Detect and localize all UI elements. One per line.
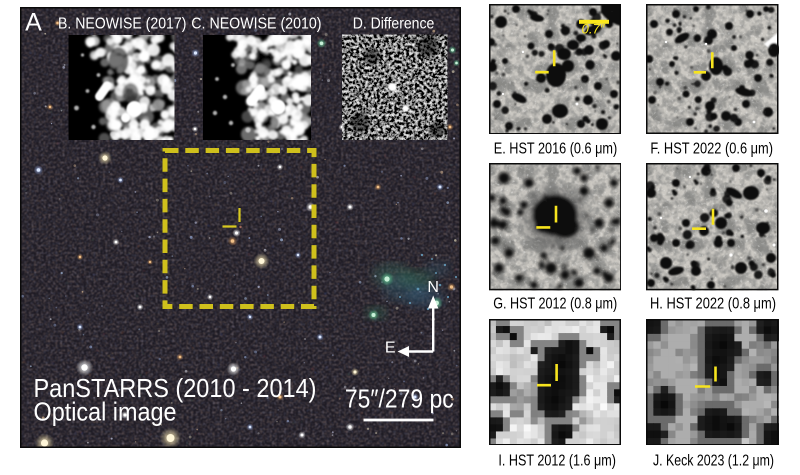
svg-text:Optical image: Optical image xyxy=(33,397,176,427)
svg-text:B. NEOWISE (2017): B. NEOWISE (2017) xyxy=(58,16,186,33)
svg-text:0.7″: 0.7″ xyxy=(581,21,605,36)
svg-text:PanSTARRS (2010 - 2014): PanSTARRS (2010 - 2014) xyxy=(33,373,316,403)
svg-text:J. Keck 2023 (1.2 μm): J. Keck 2023 (1.2 μm) xyxy=(653,453,774,470)
svg-text:H. HST 2022 (0.8 μm): H. HST 2022 (0.8 μm) xyxy=(650,296,776,313)
svg-text:75″/279 pc: 75″/279 pc xyxy=(344,383,453,413)
svg-text:C. NEOWISE (2010): C. NEOWISE (2010) xyxy=(191,16,321,33)
svg-text:F. HST 2022 (0.6 μm): F. HST 2022 (0.6 μm) xyxy=(650,140,773,157)
svg-text:E: E xyxy=(384,339,395,356)
svg-text:I. HST 2012 (1.6 μm): I. HST 2012 (1.6 μm) xyxy=(498,453,616,470)
svg-text:N: N xyxy=(427,279,439,296)
svg-text:A: A xyxy=(25,8,42,36)
svg-text:E. HST 2016 (0.6 μm): E. HST 2016 (0.6 μm) xyxy=(494,140,617,157)
svg-text:D. Difference: D. Difference xyxy=(352,16,434,33)
svg-text:G. HST 2012 (0.8 μm): G. HST 2012 (0.8 μm) xyxy=(493,296,617,313)
